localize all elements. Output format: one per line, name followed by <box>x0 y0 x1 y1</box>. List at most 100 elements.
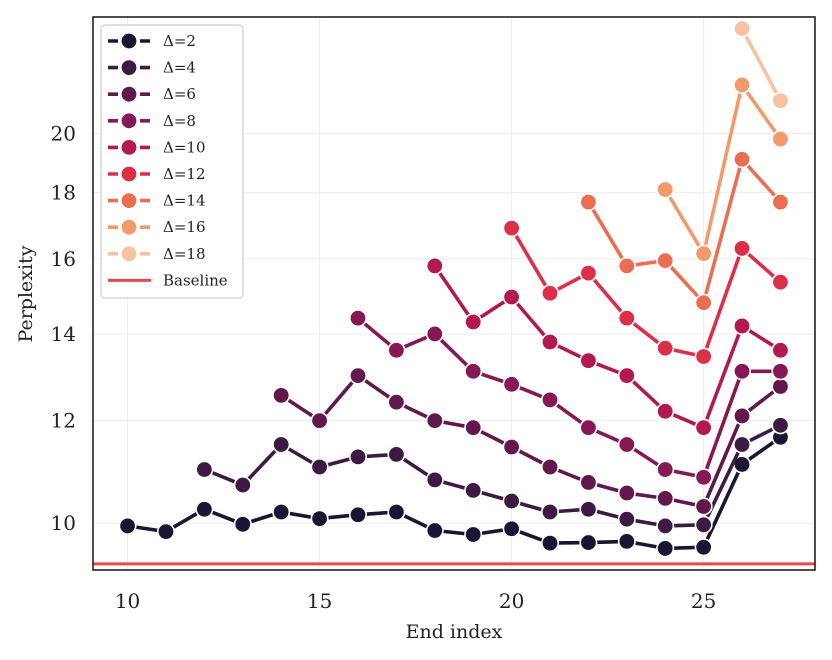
legend-label: Δ=14 <box>163 192 206 210</box>
series-Δ=2 <box>118 428 790 558</box>
legend-label: Baseline <box>163 271 228 289</box>
x-axis: 10 15 20 25 <box>115 589 717 613</box>
data-point <box>464 481 483 500</box>
x-tick-label: 10 <box>115 589 140 613</box>
legend-label: Δ=6 <box>163 85 196 103</box>
legend-entry: Baseline <box>108 271 228 289</box>
data-point <box>348 366 367 385</box>
data-point <box>541 390 560 409</box>
data-point <box>694 347 713 366</box>
legend-entry: Δ=2 <box>108 31 196 50</box>
legend-label: Δ=18 <box>163 245 206 263</box>
data-point <box>348 505 367 524</box>
data-point <box>541 457 560 476</box>
series-Δ=18 <box>733 19 790 110</box>
data-point <box>348 309 367 328</box>
y-tick-label: 12 <box>51 409 76 433</box>
data-point <box>656 339 675 358</box>
series-line <box>740 26 783 103</box>
legend-marker <box>120 218 139 237</box>
data-point <box>579 418 598 437</box>
data-point <box>579 500 598 519</box>
data-point <box>617 484 636 503</box>
legend-entry: Δ=18 <box>108 245 206 263</box>
data-point <box>541 284 560 303</box>
data-point <box>502 519 521 538</box>
data-point <box>656 402 675 421</box>
y-tick-label: 18 <box>51 181 76 205</box>
data-point <box>387 341 406 360</box>
data-point <box>579 533 598 552</box>
data-point <box>733 75 752 94</box>
legend-marker <box>120 111 139 130</box>
y-tick-label: 10 <box>51 511 76 535</box>
x-tick-label: 15 <box>307 589 332 613</box>
data-point <box>464 418 483 437</box>
data-point <box>502 219 521 238</box>
data-point <box>502 288 521 307</box>
data-point <box>617 435 636 454</box>
data-point <box>733 19 752 38</box>
data-point <box>464 313 483 332</box>
data-point <box>617 532 636 551</box>
legend-marker <box>120 85 139 104</box>
data-point <box>656 180 675 199</box>
y-tick-label: 20 <box>51 121 76 145</box>
series-line <box>202 423 783 528</box>
x-tick-label: 25 <box>691 589 716 613</box>
legend-marker <box>120 165 139 184</box>
data-point <box>233 515 252 534</box>
series-line <box>586 157 783 305</box>
data-point <box>733 150 752 169</box>
data-point <box>387 393 406 412</box>
data-point <box>694 293 713 312</box>
series-Δ=14 <box>579 150 790 312</box>
data-point <box>425 411 444 430</box>
data-point <box>464 362 483 381</box>
data-point <box>617 309 636 328</box>
data-point <box>771 341 790 360</box>
series-Δ=8 <box>348 309 790 487</box>
legend-entry: Δ=6 <box>108 85 196 104</box>
series-Δ=6 <box>272 366 790 516</box>
data-point <box>464 525 483 544</box>
legend-marker <box>120 58 139 77</box>
data-point <box>310 509 329 528</box>
series-line <box>432 264 783 430</box>
series-Δ=10 <box>425 256 790 437</box>
y-tick-label: 16 <box>51 247 76 271</box>
data-point <box>733 435 752 454</box>
legend-marker <box>120 244 139 263</box>
legend-entry: Δ=12 <box>108 165 206 184</box>
data-point <box>233 476 252 495</box>
data-point <box>733 316 752 335</box>
legend-label: Δ=16 <box>163 218 206 236</box>
data-point <box>579 351 598 370</box>
data-point <box>617 366 636 385</box>
data-point <box>694 418 713 437</box>
data-point <box>694 497 713 516</box>
data-point <box>541 534 560 553</box>
legend-entry: Δ=10 <box>108 138 206 157</box>
data-point <box>425 324 444 343</box>
data-point <box>348 447 367 466</box>
plot-frame <box>92 16 816 571</box>
legend-marker <box>120 31 139 50</box>
data-point <box>656 489 675 508</box>
y-axis-label: Perplexity <box>15 245 37 342</box>
data-point <box>771 91 790 110</box>
data-point <box>771 377 790 396</box>
data-point <box>272 386 291 405</box>
y-axis: 10 12 14 16 18 20 <box>51 121 76 535</box>
data-point <box>425 256 444 275</box>
data-point <box>656 539 675 558</box>
legend-entry: Δ=4 <box>108 58 196 77</box>
data-point <box>617 510 636 529</box>
data-point <box>425 521 444 540</box>
data-point <box>771 416 790 435</box>
data-point <box>310 411 329 430</box>
legend-label: Δ=8 <box>163 112 196 130</box>
data-point <box>310 457 329 476</box>
series-layer <box>118 19 790 558</box>
